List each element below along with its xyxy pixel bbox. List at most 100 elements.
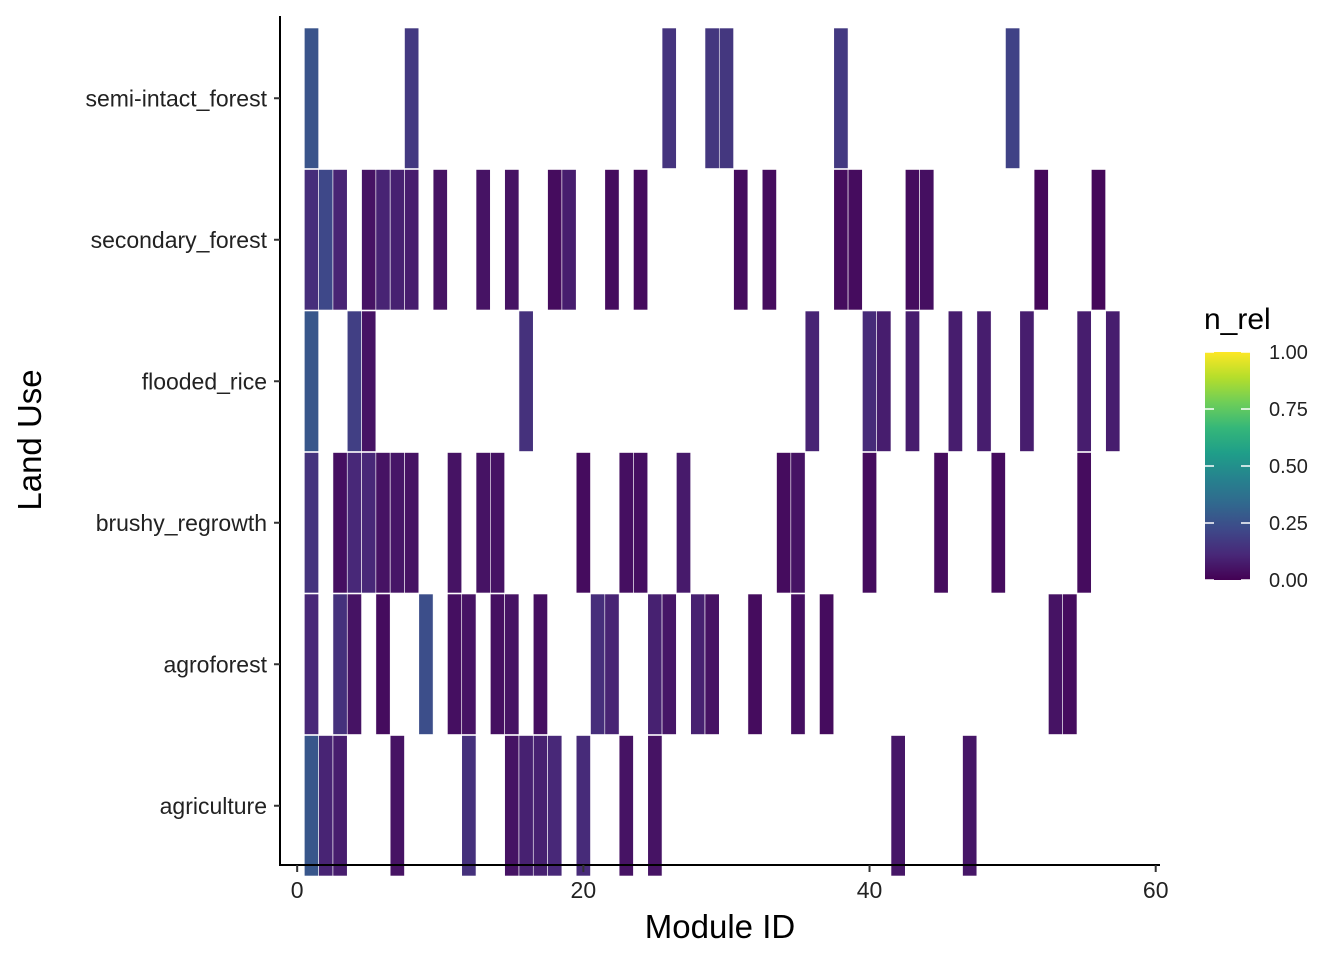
heatmap-cell (990, 452, 1006, 594)
heatmap-cell (432, 169, 448, 311)
heatmap-cell (790, 452, 806, 594)
heatmap-cell (661, 593, 677, 735)
heatmap-cell (890, 735, 906, 877)
heatmap-cell (332, 169, 348, 311)
heatmap-cell (490, 452, 505, 594)
heatmap-cell (761, 169, 777, 311)
heatmap-cell (604, 169, 620, 311)
heatmap-cell (304, 27, 319, 169)
y-axis-title: Land Use (11, 369, 48, 510)
heatmap-cell (590, 593, 606, 735)
heatmap-cell (404, 27, 420, 169)
axes (279, 16, 1160, 866)
legend: n_rel 0.00 0.25 0.50 0.75 1.00 (1204, 303, 1308, 592)
heatmap-cell (304, 452, 319, 594)
heatmap-cell (633, 452, 649, 594)
heatmap-cell (389, 452, 405, 594)
heatmap-cell (704, 27, 720, 169)
heatmap-cell (976, 310, 992, 452)
heatmap-cell (504, 593, 520, 735)
heatmap-cell (733, 169, 749, 311)
legend-tick-label: 0.50 (1269, 456, 1308, 478)
heatmap-cell (304, 735, 319, 877)
heatmap-cell (1105, 310, 1121, 452)
heatmap-cell (447, 452, 463, 594)
heatmap-cell (747, 593, 763, 735)
heatmap-cell (475, 169, 491, 311)
heatmap-cell (375, 593, 391, 735)
heatmap-cell (690, 593, 706, 735)
heatmap-cell (389, 169, 405, 311)
heatmap-cell (490, 593, 505, 735)
y-tick-label: agroforest (163, 651, 267, 677)
heatmap-cell (461, 735, 477, 877)
heatmap-cell (547, 735, 563, 877)
heatmap-cell (346, 593, 362, 735)
x-tick-label: 60 (1143, 877, 1169, 903)
heatmap-cell (661, 27, 677, 169)
y-tick-label: brushy_regrowth (96, 510, 267, 536)
heatmap-cell (604, 593, 620, 735)
heatmap-cell (1091, 169, 1106, 311)
heatmap-cells (304, 27, 1121, 877)
heatmap-cell (389, 735, 405, 877)
x-tick-label: 20 (571, 877, 597, 903)
heatmap-cell (575, 735, 591, 877)
legend-tick-label: 1.00 (1269, 342, 1308, 364)
heatmap-cell (618, 452, 634, 594)
heatmap-cell (947, 310, 963, 452)
heatmap-cell (1019, 310, 1035, 452)
heatmap-cell (819, 593, 835, 735)
heatmap-cell (804, 310, 820, 452)
heatmap-cell (532, 593, 548, 735)
heatmap-cell (461, 593, 477, 735)
legend-title: n_rel (1204, 303, 1271, 336)
heatmap-cell (790, 593, 806, 735)
heatmap-cell (346, 310, 362, 452)
heatmap-cell (504, 735, 520, 877)
heatmap-cell (575, 452, 591, 594)
heatmap-cell (318, 169, 334, 311)
heatmap-cell (1005, 27, 1021, 169)
heatmap-cell (346, 452, 362, 594)
heatmap-cell (332, 593, 348, 735)
heatmap-cell (404, 452, 420, 594)
heatmap-cell (304, 310, 319, 452)
heatmap-cell (504, 169, 520, 311)
y-tick-label: semi-intact_forest (85, 85, 267, 111)
legend-tick-label: 0.25 (1269, 513, 1308, 535)
heatmap-cell (1076, 310, 1092, 452)
heatmap-cell (332, 452, 348, 594)
heatmap-cell (718, 27, 734, 169)
heatmap-cell (919, 169, 935, 311)
heatmap-cell (1033, 169, 1049, 311)
heatmap-cell (1048, 593, 1064, 735)
heatmap-cell (962, 735, 978, 877)
legend-tick-label: 0.75 (1269, 399, 1308, 421)
heatmap-cell (1062, 593, 1078, 735)
heatmap-cell (361, 169, 377, 311)
heatmap-cell (833, 27, 849, 169)
heatmap-cell (304, 593, 319, 735)
heatmap-cell (647, 593, 663, 735)
heatmap-cell (647, 735, 663, 877)
heatmap-cell (904, 310, 920, 452)
heatmap-cell (361, 310, 377, 452)
x-axis-title: Module ID (645, 908, 795, 945)
heatmap-cell (676, 452, 691, 594)
heatmap-cell (375, 452, 391, 594)
heatmap-cell (475, 452, 491, 594)
heatmap-cell (933, 452, 949, 594)
heatmap-cell (561, 169, 577, 311)
y-tick-label: flooded_rice (142, 368, 267, 394)
legend-ticks: 0.00 0.25 0.50 0.75 1.00 (1205, 342, 1308, 592)
heatmap-cell (304, 169, 319, 311)
heatmap-cell (1076, 452, 1092, 594)
x-tick-label: 0 (291, 877, 304, 903)
heatmap-cell (418, 593, 434, 735)
heatmap-cell (904, 169, 920, 311)
heatmap-cell (318, 735, 334, 877)
y-tick-label: secondary_forest (91, 227, 268, 253)
heatmap-cell (404, 169, 420, 311)
